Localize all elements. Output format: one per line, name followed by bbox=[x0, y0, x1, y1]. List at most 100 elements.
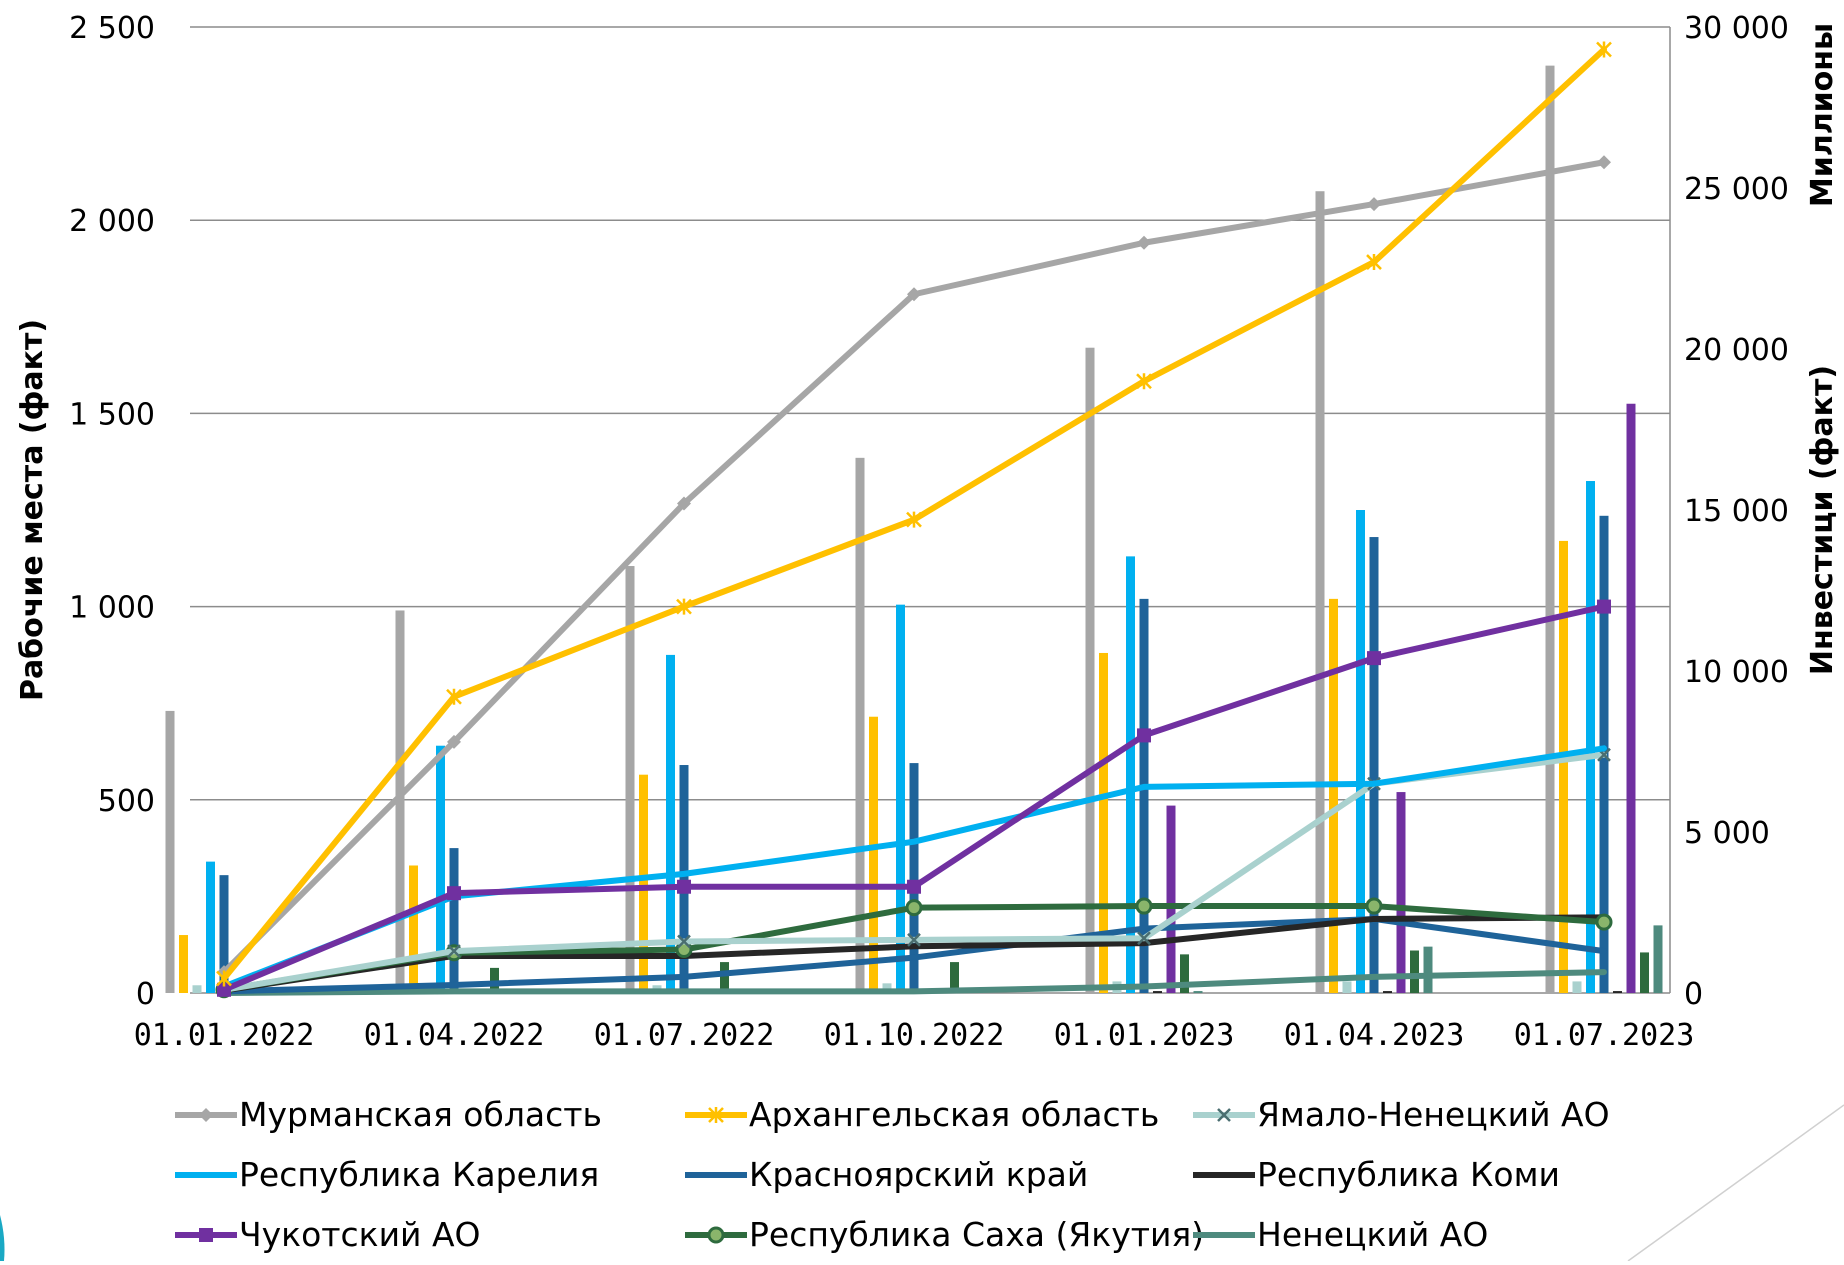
left-tick-label: 500 bbox=[98, 784, 155, 819]
left-tick-label: 1 000 bbox=[69, 591, 155, 626]
decorative-corner bbox=[0, 1104, 1844, 1262]
bar bbox=[1126, 556, 1135, 993]
left-tick-label: 2 500 bbox=[69, 11, 155, 46]
point-marker bbox=[447, 886, 461, 901]
point-marker bbox=[677, 879, 691, 894]
right-tick-label: 0 bbox=[1684, 977, 1703, 1012]
bar bbox=[1572, 981, 1582, 993]
point-marker bbox=[1366, 254, 1382, 271]
point-marker bbox=[708, 1107, 724, 1123]
bar bbox=[869, 716, 878, 993]
legend-label: Ненецкий АО bbox=[1257, 1215, 1488, 1254]
bar bbox=[395, 610, 405, 993]
point-marker bbox=[1365, 897, 1383, 915]
legend-item: Архангельская область bbox=[685, 1095, 1159, 1134]
point-marker bbox=[1367, 651, 1381, 666]
right-axis-unit-label: Миллионы bbox=[1805, 23, 1840, 207]
left-tick-label: 0 bbox=[136, 977, 155, 1012]
legend-label: Мурманская область bbox=[239, 1095, 602, 1134]
bar bbox=[639, 774, 648, 993]
point-marker bbox=[1217, 1108, 1231, 1122]
bar bbox=[950, 962, 959, 993]
point-marker bbox=[1135, 897, 1153, 915]
point-marker bbox=[905, 899, 923, 917]
bar bbox=[1559, 540, 1568, 993]
bar bbox=[1342, 981, 1352, 993]
right-tick-label: 25 000 bbox=[1684, 172, 1789, 207]
point-marker bbox=[907, 932, 921, 947]
left-tick-label: 1 500 bbox=[69, 397, 155, 432]
bar bbox=[679, 765, 689, 993]
bar bbox=[1423, 946, 1433, 993]
x-tick-label: 01.04.2022 bbox=[364, 1018, 545, 1053]
bar bbox=[1153, 991, 1162, 993]
bar bbox=[1180, 954, 1189, 993]
point-marker bbox=[199, 1108, 213, 1122]
legend-item: Республика Саха (Якутия) bbox=[685, 1215, 1204, 1254]
legend-item: Чукотский АО bbox=[175, 1215, 481, 1254]
bar bbox=[882, 983, 892, 993]
point-marker bbox=[217, 982, 231, 997]
point-marker bbox=[1596, 41, 1612, 58]
legend-label: Архангельская область bbox=[749, 1095, 1159, 1134]
bar bbox=[1640, 952, 1649, 993]
bar bbox=[1193, 991, 1203, 993]
point-marker bbox=[1137, 235, 1151, 250]
bar bbox=[409, 865, 418, 993]
bar bbox=[1613, 991, 1622, 993]
right-axis-title: Инвестици (факт) bbox=[1805, 365, 1840, 675]
point-marker bbox=[676, 598, 692, 615]
point-marker bbox=[1136, 373, 1152, 390]
x-tick-label: 01.01.2023 bbox=[1054, 1018, 1235, 1053]
point-marker bbox=[906, 511, 922, 528]
bar bbox=[1329, 598, 1338, 993]
bar bbox=[1356, 510, 1365, 993]
point-marker bbox=[1137, 728, 1151, 743]
point-marker bbox=[1597, 155, 1611, 170]
bar bbox=[490, 967, 499, 993]
right-tick-label: 10 000 bbox=[1684, 655, 1789, 690]
bar bbox=[1166, 805, 1176, 993]
bar bbox=[1396, 792, 1406, 993]
legend-label: Чукотский АО bbox=[239, 1215, 481, 1254]
legend-item: Мурманская область bbox=[175, 1095, 602, 1134]
bar bbox=[1369, 537, 1379, 993]
legend-label: Красноярский край bbox=[749, 1155, 1088, 1194]
legend-item: Ямало-Ненецкий АО bbox=[1193, 1095, 1610, 1134]
right-tick-label: 15 000 bbox=[1684, 494, 1789, 529]
point-marker bbox=[907, 287, 921, 302]
axes: 0 500 1 000 1 500 2 000 2 500 0 5 000 10 000 15 0… bbox=[15, 11, 1840, 1053]
bar bbox=[1586, 481, 1595, 993]
legend: Мурманская область Архангельская область Я… bbox=[175, 1095, 1610, 1254]
point-marker bbox=[447, 944, 461, 959]
series-line bbox=[221, 969, 1607, 996]
legend-item: Республика Карелия bbox=[175, 1155, 599, 1194]
bar bbox=[625, 566, 635, 993]
legend-item: Республика Коми bbox=[1193, 1155, 1560, 1194]
point-marker bbox=[1137, 931, 1151, 946]
bar bbox=[855, 457, 865, 993]
bar bbox=[165, 710, 175, 993]
legend-label: Республика Коми bbox=[1257, 1155, 1560, 1194]
right-tick-label: 5 000 bbox=[1684, 816, 1770, 851]
x-tick-label: 01.07.2023 bbox=[1514, 1018, 1695, 1053]
bar bbox=[219, 875, 229, 993]
bar bbox=[206, 861, 215, 993]
point-marker bbox=[907, 879, 921, 894]
legend-label: Ямало-Ненецкий АО bbox=[1257, 1095, 1610, 1134]
x-tick-label: 01.01.2022 bbox=[134, 1018, 315, 1053]
bar bbox=[909, 763, 919, 993]
x-tick-label: 01.07.2022 bbox=[594, 1018, 775, 1053]
bar bbox=[1410, 950, 1419, 993]
point-marker bbox=[707, 1226, 725, 1244]
point-marker bbox=[677, 496, 691, 511]
bar bbox=[720, 962, 729, 993]
bar bbox=[1085, 347, 1095, 993]
legend-label: Республика Карелия bbox=[239, 1155, 599, 1194]
bar bbox=[192, 985, 202, 993]
bar bbox=[1315, 191, 1325, 994]
left-axis-title: Рабочие места (факт) bbox=[15, 319, 50, 701]
bar bbox=[666, 654, 675, 993]
left-tick-label: 2 000 bbox=[69, 204, 155, 239]
